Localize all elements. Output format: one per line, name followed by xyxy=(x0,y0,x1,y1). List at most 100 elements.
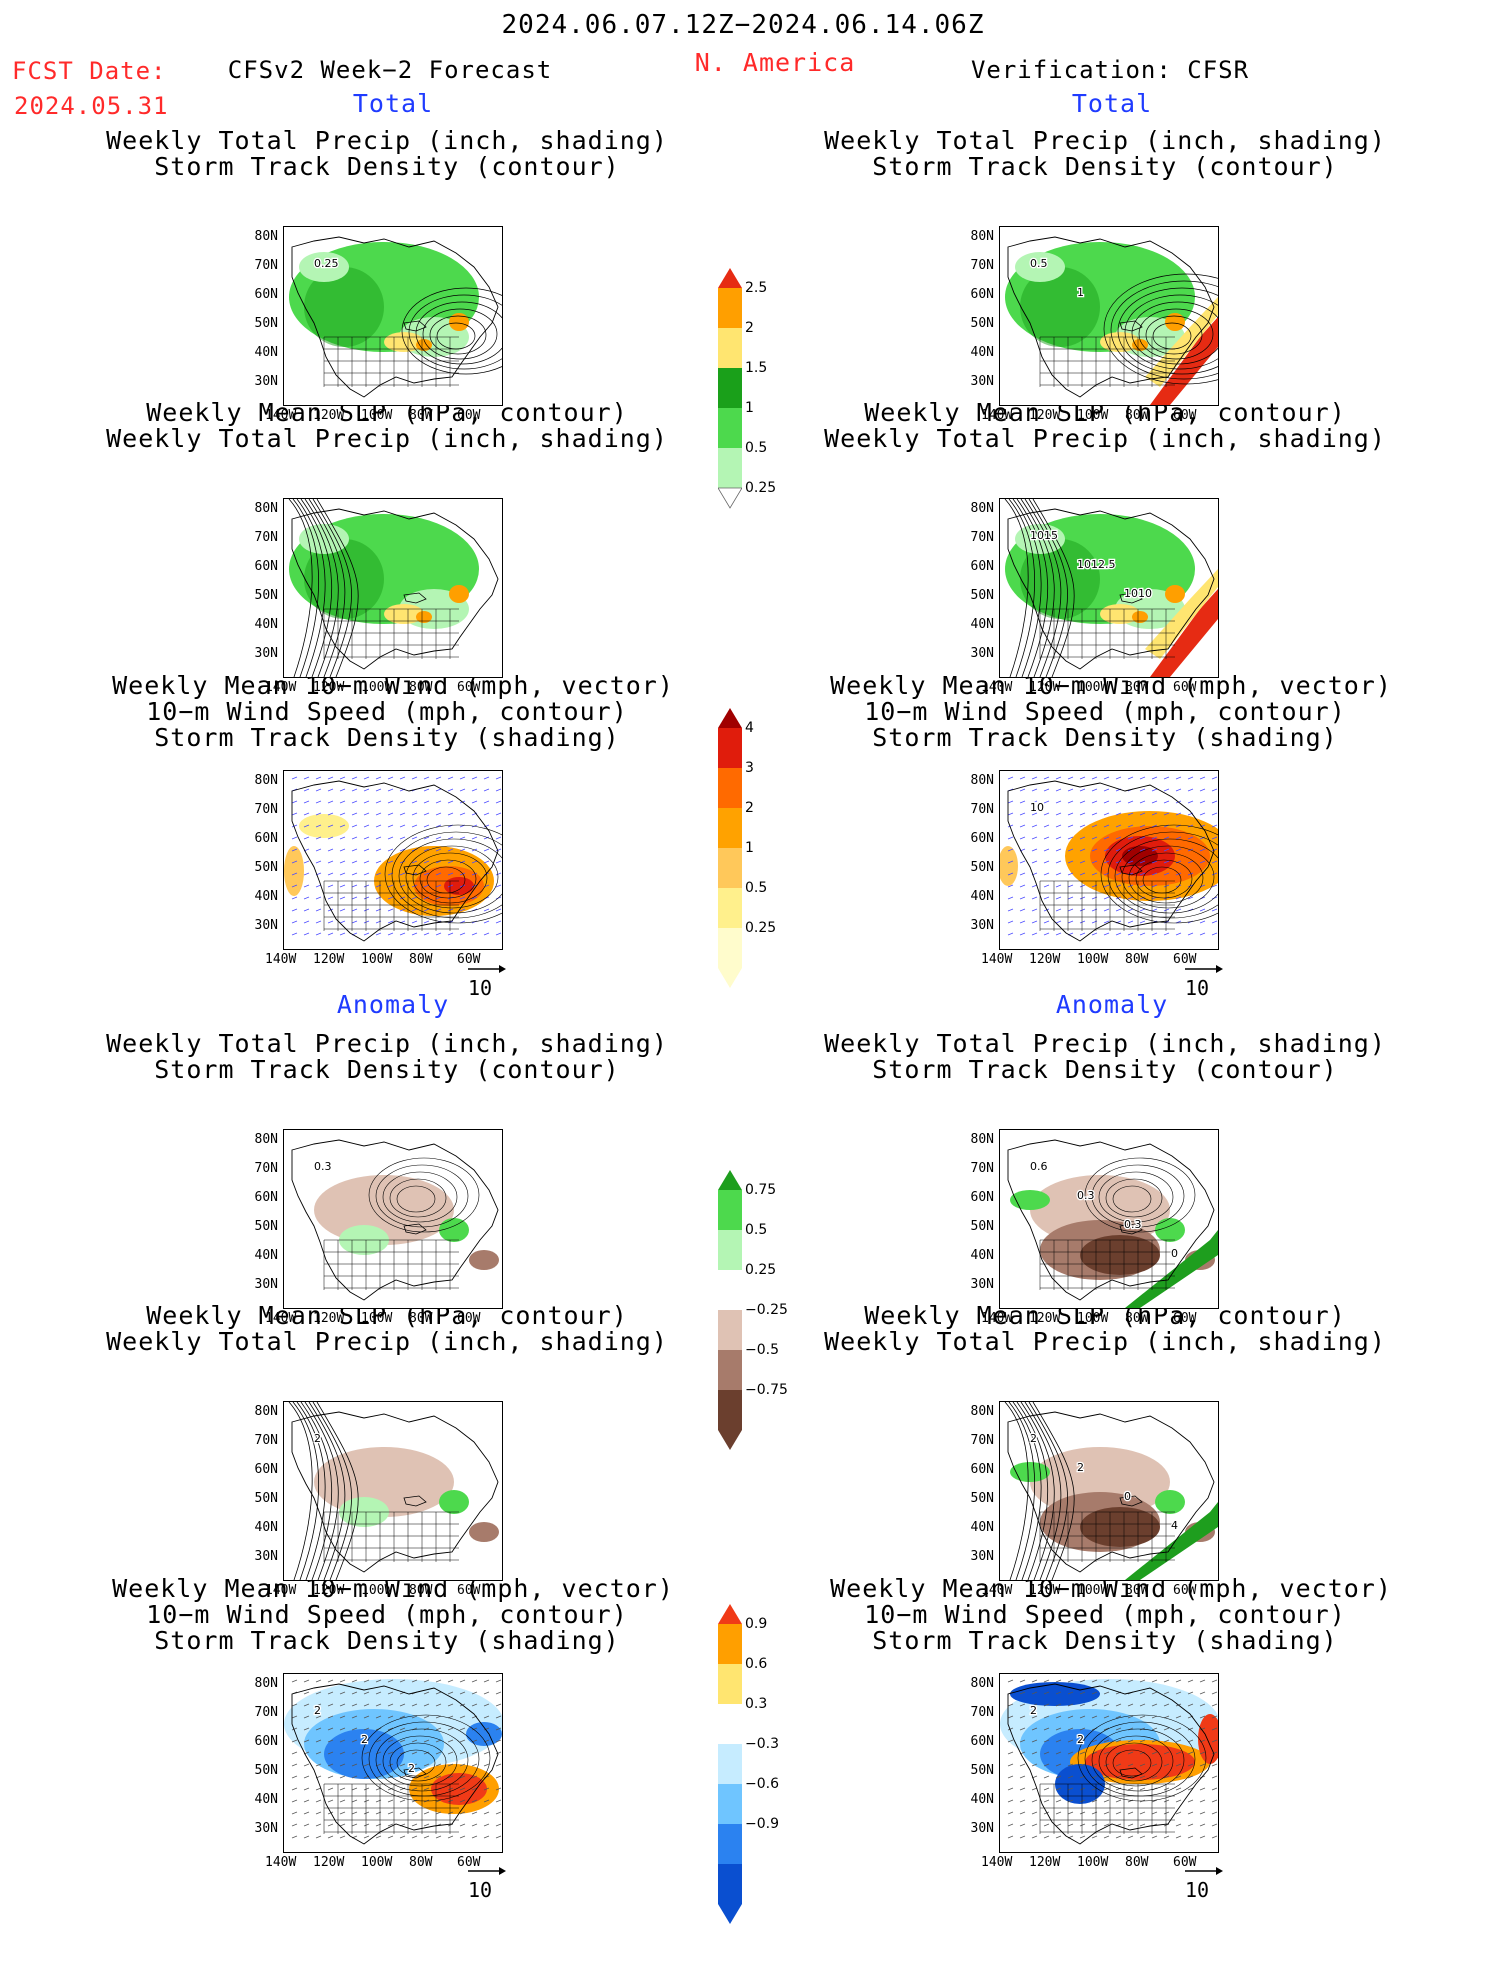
anomaly-section-right: Anomaly xyxy=(1055,990,1169,1019)
panel-title: Storm Track Density (contour) xyxy=(154,152,620,181)
longitude-label: 140W xyxy=(981,952,1013,967)
latitude-label: 80N xyxy=(970,1676,994,1691)
latitude-label: 60N xyxy=(970,831,994,846)
longitude-label: 120W xyxy=(313,680,345,695)
longitude-label: 60W xyxy=(1173,952,1197,967)
map-panel-pa-R: 0.6 0.3 0.3 0 xyxy=(999,1129,1219,1309)
latitude-label: 30N xyxy=(970,646,994,661)
map-canvas xyxy=(284,776,502,942)
contour-label: 1010 xyxy=(1124,587,1152,600)
latitude-label: 30N xyxy=(970,1821,994,1836)
latitude-label: 60N xyxy=(970,1462,994,1477)
longitude-label: 100W xyxy=(361,952,393,967)
panel-title: Weekly Total Precip (inch, shading) xyxy=(824,126,1386,155)
map-canvas: 0.6 0.3 0.3 0 xyxy=(1007,1139,1218,1308)
latitude-label: 60N xyxy=(970,559,994,574)
longitude-label: 140W xyxy=(265,1583,297,1598)
colorbar-segment xyxy=(718,1664,742,1704)
contour-label: 2 xyxy=(314,1432,321,1445)
colorbar-label: 0.25 xyxy=(745,920,777,936)
panel-title: 10−m Wind Speed (mph, contour) xyxy=(146,1600,628,1629)
contour-label: 0.3 xyxy=(314,1160,332,1173)
colorbar-segment xyxy=(718,1824,742,1864)
colorbar-segment xyxy=(718,1624,742,1664)
latitude-label: 70N xyxy=(970,1705,994,1720)
latitude-label: 80N xyxy=(254,1676,278,1691)
colorbar-label: 2 xyxy=(745,320,754,336)
colorbar-label: −0.6 xyxy=(745,1776,779,1792)
vector-reference-label: 10 xyxy=(1185,1878,1210,1902)
map-panel-sa-L: 2 xyxy=(283,1401,503,1581)
latitude-label: 40N xyxy=(970,1248,994,1263)
latitude-label: 60N xyxy=(254,1190,278,1205)
longitude-label: 140W xyxy=(265,680,297,695)
map-panel-wt-R: 10 xyxy=(999,770,1219,950)
latitude-label: 40N xyxy=(970,1520,994,1535)
latitude-label: 50N xyxy=(970,316,994,331)
longitude-label: 80W xyxy=(409,1855,433,1870)
vector-reference xyxy=(1183,958,1223,982)
colorbar-label: 0.9 xyxy=(745,1616,768,1632)
longitude-label: 140W xyxy=(265,1311,297,1326)
colorbar-segment xyxy=(718,848,742,888)
latitude-label: 80N xyxy=(254,773,278,788)
latitude-label: 40N xyxy=(970,617,994,632)
panel-title: Storm Track Density (shading) xyxy=(872,723,1338,752)
longitude-label: 140W xyxy=(265,408,297,423)
latitude-label: 70N xyxy=(254,530,278,545)
latitude-label: 50N xyxy=(970,588,994,603)
contour-label: 0.5 xyxy=(1030,257,1048,270)
contour-label: 2 xyxy=(314,1704,321,1717)
longitude-label: 60W xyxy=(457,952,481,967)
map-panel-wt-L xyxy=(283,770,503,950)
colorbar-storm_anom xyxy=(718,1604,742,1968)
latitude-label: 30N xyxy=(970,918,994,933)
longitude-label: 100W xyxy=(361,1311,393,1326)
total-section-left: Total xyxy=(352,89,434,118)
colorbar-segment xyxy=(718,1230,742,1270)
latitude-label: 30N xyxy=(970,1549,994,1564)
colorbar-label: 0.6 xyxy=(745,1656,768,1672)
vector-reference xyxy=(466,1860,506,1884)
latitude-label: 40N xyxy=(254,1520,278,1535)
panel-title: Weekly Total Precip (inch, shading) xyxy=(824,1327,1386,1356)
latitude-label: 50N xyxy=(254,1219,278,1234)
contour-label: 2 xyxy=(1077,1461,1084,1474)
colorbar-label: −0.9 xyxy=(745,1816,779,1832)
colorbar-label: 0.25 xyxy=(745,1262,777,1278)
latitude-label: 60N xyxy=(970,1734,994,1749)
colorbar-segment xyxy=(718,1390,742,1430)
colorbar-segment xyxy=(718,928,742,968)
arrow-right-icon xyxy=(1185,965,1223,973)
latitude-label: 50N xyxy=(970,860,994,875)
colorbar-segment xyxy=(718,1784,742,1824)
latitude-label: 80N xyxy=(970,229,994,244)
map-panel-pt-L: 0.25 xyxy=(283,226,503,406)
colorbar-precip_total xyxy=(717,268,743,552)
panel-title: Storm Track Density (contour) xyxy=(154,1055,620,1084)
panel-title: Storm Track Density (shading) xyxy=(154,723,620,752)
contour-label: 0.6 xyxy=(1030,1160,1048,1173)
colorbar-label: −0.3 xyxy=(745,1736,779,1752)
fcst-date-label: FCST Date: xyxy=(12,57,167,85)
longitude-label: 60W xyxy=(1173,1583,1197,1598)
latitude-label: 50N xyxy=(970,1219,994,1234)
contour-label: 4 xyxy=(1171,1519,1178,1532)
colorbar-label: 1 xyxy=(745,840,754,856)
latitude-label: 50N xyxy=(254,860,278,875)
map-panel-ps-L xyxy=(283,498,503,678)
longitude-label: 80W xyxy=(1125,1583,1149,1598)
latitude-label: 40N xyxy=(254,1248,278,1263)
colorbar-label: 0.5 xyxy=(745,880,768,896)
longitude-label: 80W xyxy=(409,408,433,423)
longitude-label: 120W xyxy=(1029,1855,1061,1870)
colorbar-segment xyxy=(718,328,742,368)
colorbar-segment xyxy=(718,1864,742,1904)
latitude-label: 80N xyxy=(254,229,278,244)
latitude-label: 70N xyxy=(254,1161,278,1176)
latitude-label: 30N xyxy=(254,1549,278,1564)
colorbar-label: 0.3 xyxy=(745,1696,768,1712)
longitude-label: 140W xyxy=(265,952,297,967)
colorbar-segment xyxy=(718,888,742,928)
total-section-right: Total xyxy=(1071,89,1153,118)
